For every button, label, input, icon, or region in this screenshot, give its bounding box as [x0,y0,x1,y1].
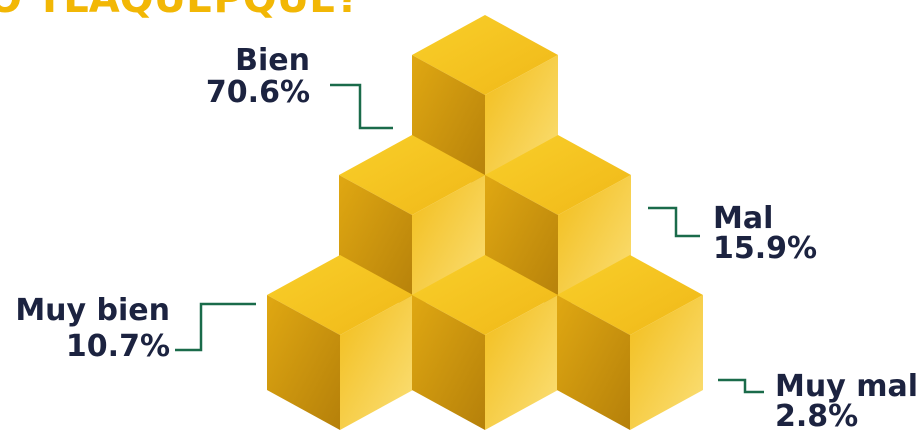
item-value: 2.8% [775,399,858,434]
title: O TLAQUEPQUE? [0,0,360,22]
item-label: Mal [713,201,773,236]
item-label: Muy bien [15,293,170,328]
item-value: 10.7% [66,329,170,364]
item-value: 70.6% [206,75,310,110]
leader-line [330,83,393,130]
leader-line [175,302,256,352]
leader-line [648,206,700,238]
cubes [267,15,703,430]
cube-face [557,295,630,430]
cube-face [340,295,413,430]
cube-face [412,295,485,430]
leader-line [718,378,764,394]
item-label: Muy mal [775,369,918,404]
item-label: Bien [235,43,310,78]
item-value: 15.9% [713,231,817,266]
cube-face [267,295,340,430]
cube-face [630,295,703,430]
cube-face [485,295,558,430]
